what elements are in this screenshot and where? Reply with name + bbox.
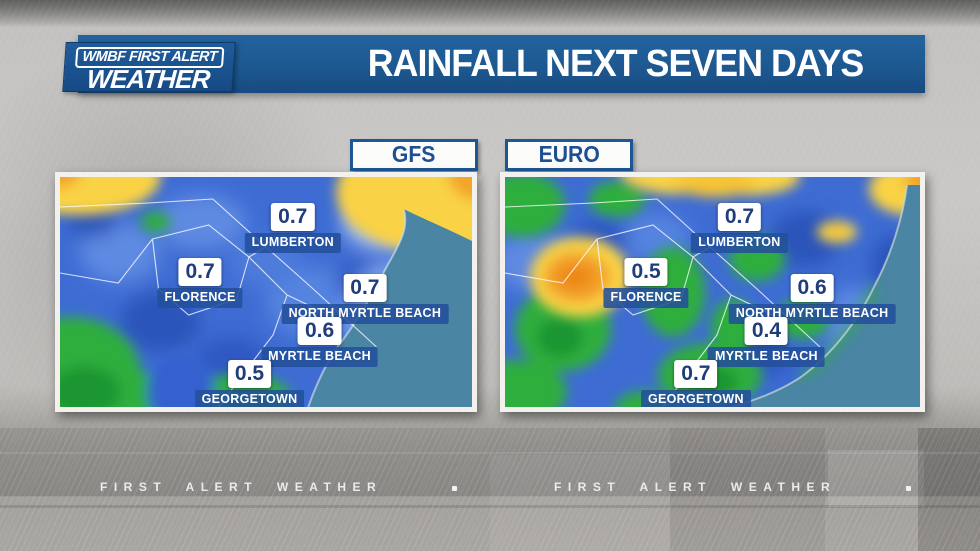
city-name: GEORGETOWN (640, 390, 751, 407)
rainfall-value: 0.6 (297, 317, 342, 345)
city-annotation-lumberton: 0.7 LUMBERTON (691, 203, 788, 253)
gfs-map: 0.7 LUMBERTON 0.7 FLORENCE 0.7 NORTH MYR… (60, 177, 472, 407)
rainfall-value: 0.4 (744, 317, 789, 345)
background-divider (0, 452, 980, 454)
ticker-dot-1 (452, 486, 457, 491)
city-name: FLORENCE (157, 288, 243, 308)
diagonal-texture-lower (0, 428, 980, 551)
background-block (918, 428, 980, 551)
rainfall-value: 0.7 (271, 203, 315, 231)
header-banner: WMBF FIRST ALERT WEATHER RAINFALL NEXT S… (62, 35, 925, 94)
background-block (828, 450, 924, 507)
city-annotation-myrtle-beach: 0.6 MYRTLE BEACH (261, 317, 378, 367)
rainfall-value: 0.7 (178, 258, 222, 286)
euro-map: 0.7 LUMBERTON 0.5 FLORENCE 0.6 NORTH MYR… (505, 177, 920, 407)
ticker-dot-2 (906, 486, 911, 491)
background-lower-third (0, 428, 980, 551)
city-annotation-florence: 0.7 FLORENCE (157, 258, 243, 308)
rainfall-value: 0.7 (343, 274, 387, 302)
map-panel-gfs: 0.7 LUMBERTON 0.7 FLORENCE 0.7 NORTH MYR… (55, 172, 477, 412)
model-label-gfs: GFS (350, 139, 478, 171)
city-name: LUMBERTON (691, 233, 788, 253)
city-name: LUMBERTON (244, 233, 341, 253)
logo-line2: WEATHER (85, 64, 211, 94)
rainfall-value: 0.7 (717, 203, 762, 231)
background-block (670, 428, 825, 551)
background-block (490, 455, 670, 551)
ticker-text-2: FIRST ALERT WEATHER (554, 480, 837, 494)
city-name: GEORGETOWN (194, 390, 305, 407)
model-label-euro: EURO (505, 139, 633, 171)
model-label-euro-text: EURO (538, 141, 600, 167)
background-divider (0, 505, 980, 508)
city-annotation-lumberton: 0.7 LUMBERTON (244, 203, 341, 253)
rainfall-value: 0.7 (674, 360, 718, 388)
city-annotation-florence: 0.5 FLORENCE (603, 258, 689, 308)
city-annotation-georgetown: 0.7 GEORGETOWN (640, 360, 751, 407)
city-annotation-myrtle-beach: 0.4 MYRTLE BEACH (707, 317, 825, 367)
ticker-text-1: FIRST ALERT WEATHER (100, 480, 383, 494)
station-logo: WMBF FIRST ALERT WEATHER (62, 42, 236, 94)
city-name: MYRTLE BEACH (707, 347, 825, 367)
rainfall-value: 0.5 (624, 258, 668, 286)
background-top-band (0, 0, 980, 28)
model-label-gfs-text: GFS (392, 141, 436, 167)
city-name: FLORENCE (603, 288, 689, 308)
page-title: RAINFALL NEXT SEVEN DAYS (367, 43, 864, 85)
city-annotation-georgetown: 0.5 GEORGETOWN (194, 360, 305, 407)
city-name: MYRTLE BEACH (261, 347, 378, 367)
rainfall-value: 0.5 (227, 360, 272, 388)
map-panel-euro: 0.7 LUMBERTON 0.5 FLORENCE 0.6 NORTH MYR… (500, 172, 925, 412)
rainfall-value: 0.6 (790, 274, 834, 302)
